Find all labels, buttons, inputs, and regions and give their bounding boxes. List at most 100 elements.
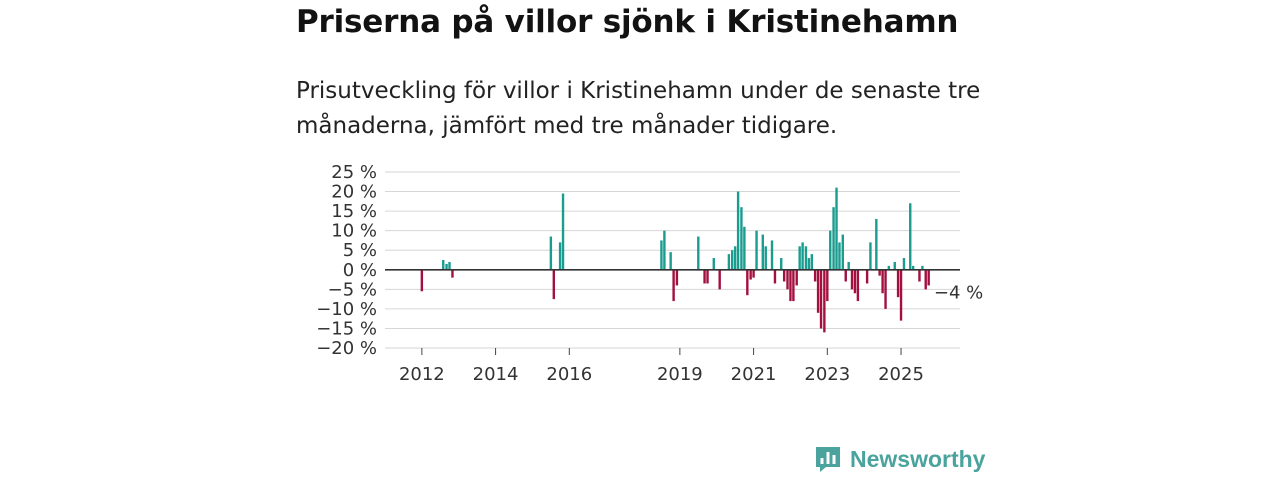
y-tick-label: −10 % bbox=[316, 299, 377, 320]
bar-30 bbox=[764, 246, 767, 270]
brand-name: Newsworthy bbox=[850, 445, 986, 472]
y-tick-label: −20 % bbox=[316, 338, 377, 359]
bar-39 bbox=[798, 246, 801, 270]
bar-34 bbox=[782, 269, 786, 282]
bar-56 bbox=[850, 269, 854, 290]
bar-19 bbox=[727, 254, 731, 270]
bar-72 bbox=[918, 269, 921, 282]
bar-49 bbox=[829, 230, 832, 270]
bar-15 bbox=[703, 269, 706, 284]
bar-1 bbox=[442, 260, 445, 270]
x-tick-label: 2012 bbox=[399, 364, 445, 385]
bar-42 bbox=[807, 258, 811, 270]
bar-26 bbox=[749, 269, 752, 280]
bar-41 bbox=[804, 246, 808, 270]
bar-47 bbox=[823, 269, 826, 333]
newsworthy-logo-icon bbox=[816, 447, 840, 472]
bar-65 bbox=[887, 265, 891, 270]
bar-62 bbox=[878, 269, 881, 276]
bar-71 bbox=[911, 265, 915, 270]
bar-32 bbox=[773, 269, 777, 284]
bar-5 bbox=[549, 236, 553, 270]
bar-28 bbox=[755, 230, 758, 270]
y-axis-ticks: 25 %20 %15 %10 %5 %0 %−5 %−10 %−15 %−20 … bbox=[316, 162, 377, 359]
y-tick-label: 25 % bbox=[331, 162, 377, 183]
bar-43 bbox=[810, 254, 814, 270]
bar-61 bbox=[875, 218, 878, 270]
x-tick-label: 2025 bbox=[878, 364, 924, 385]
bar-27 bbox=[752, 269, 755, 278]
x-tick-label: 2023 bbox=[804, 364, 850, 385]
bar-2 bbox=[445, 263, 448, 270]
bar-35 bbox=[786, 269, 789, 290]
bar-chart: 25 %20 %15 %10 %5 %0 %−5 %−10 %−15 %−20 … bbox=[316, 162, 983, 385]
y-tick-label: 20 % bbox=[331, 182, 377, 203]
chart-subtitle: Prisutveckling för villor i Kristinehamn… bbox=[296, 78, 981, 139]
bar-73 bbox=[921, 265, 924, 270]
last-value-label: −4 % bbox=[934, 282, 983, 303]
bar-20 bbox=[731, 250, 734, 270]
bar-0 bbox=[420, 269, 424, 292]
bar-40 bbox=[801, 242, 804, 270]
bar-67 bbox=[896, 269, 900, 298]
brand-logo: Newsworthy bbox=[814, 445, 985, 473]
bars bbox=[420, 187, 930, 333]
bar-52 bbox=[838, 242, 841, 270]
bar-54 bbox=[844, 269, 847, 282]
bar-23 bbox=[740, 207, 743, 270]
x-axis-ticks: 2012 2014 2016 2019 2021 2023 2025 bbox=[399, 348, 924, 385]
bar-45 bbox=[816, 269, 820, 313]
gridlines bbox=[385, 171, 960, 349]
bar-75 bbox=[927, 269, 930, 286]
bar-74 bbox=[924, 269, 927, 290]
bar-50 bbox=[832, 207, 835, 270]
y-tick-label: −5 % bbox=[328, 279, 377, 300]
y-tick-label: 10 % bbox=[331, 221, 377, 242]
bar-4 bbox=[451, 269, 454, 278]
bar-22 bbox=[736, 191, 740, 270]
bar-13 bbox=[675, 269, 679, 286]
x-tick-label: 2014 bbox=[473, 364, 519, 385]
bar-24 bbox=[743, 226, 746, 270]
bar-18 bbox=[718, 269, 721, 290]
bar-53 bbox=[841, 234, 844, 270]
bar-14 bbox=[697, 236, 700, 270]
bar-21 bbox=[733, 246, 737, 270]
bar-66 bbox=[893, 261, 896, 270]
bar-6 bbox=[552, 269, 556, 300]
bar-69 bbox=[902, 258, 906, 270]
bar-46 bbox=[819, 269, 823, 329]
bar-25 bbox=[746, 269, 749, 296]
y-tick-label: −15 % bbox=[316, 318, 377, 339]
bar-60 bbox=[869, 242, 872, 270]
bar-31 bbox=[770, 240, 774, 270]
bar-55 bbox=[847, 261, 850, 270]
bar-59 bbox=[865, 269, 869, 284]
bar-7 bbox=[558, 242, 562, 270]
y-tick-label: 0 % bbox=[343, 260, 377, 281]
bar-58 bbox=[856, 269, 860, 302]
y-tick-label: 5 % bbox=[343, 240, 377, 261]
bar-8 bbox=[561, 193, 565, 270]
bar-16 bbox=[706, 269, 709, 284]
bar-44 bbox=[813, 269, 817, 282]
bar-29 bbox=[761, 234, 764, 270]
bar-70 bbox=[909, 203, 912, 270]
bar-17 bbox=[712, 258, 715, 270]
bar-33 bbox=[780, 258, 783, 270]
bar-11 bbox=[669, 252, 672, 270]
bar-68 bbox=[899, 269, 903, 321]
x-tick-label: 2019 bbox=[657, 364, 703, 385]
x-tick-label: 2021 bbox=[731, 364, 777, 385]
bar-37 bbox=[792, 269, 795, 302]
bar-64 bbox=[884, 269, 887, 309]
y-tick-label: 15 % bbox=[331, 201, 377, 222]
bar-12 bbox=[672, 269, 675, 302]
bar-48 bbox=[826, 269, 829, 302]
bar-57 bbox=[853, 269, 857, 294]
bar-10 bbox=[663, 230, 666, 270]
bar-3 bbox=[448, 261, 451, 270]
bar-63 bbox=[881, 269, 884, 294]
bar-9 bbox=[660, 240, 663, 270]
bar-36 bbox=[789, 269, 792, 302]
